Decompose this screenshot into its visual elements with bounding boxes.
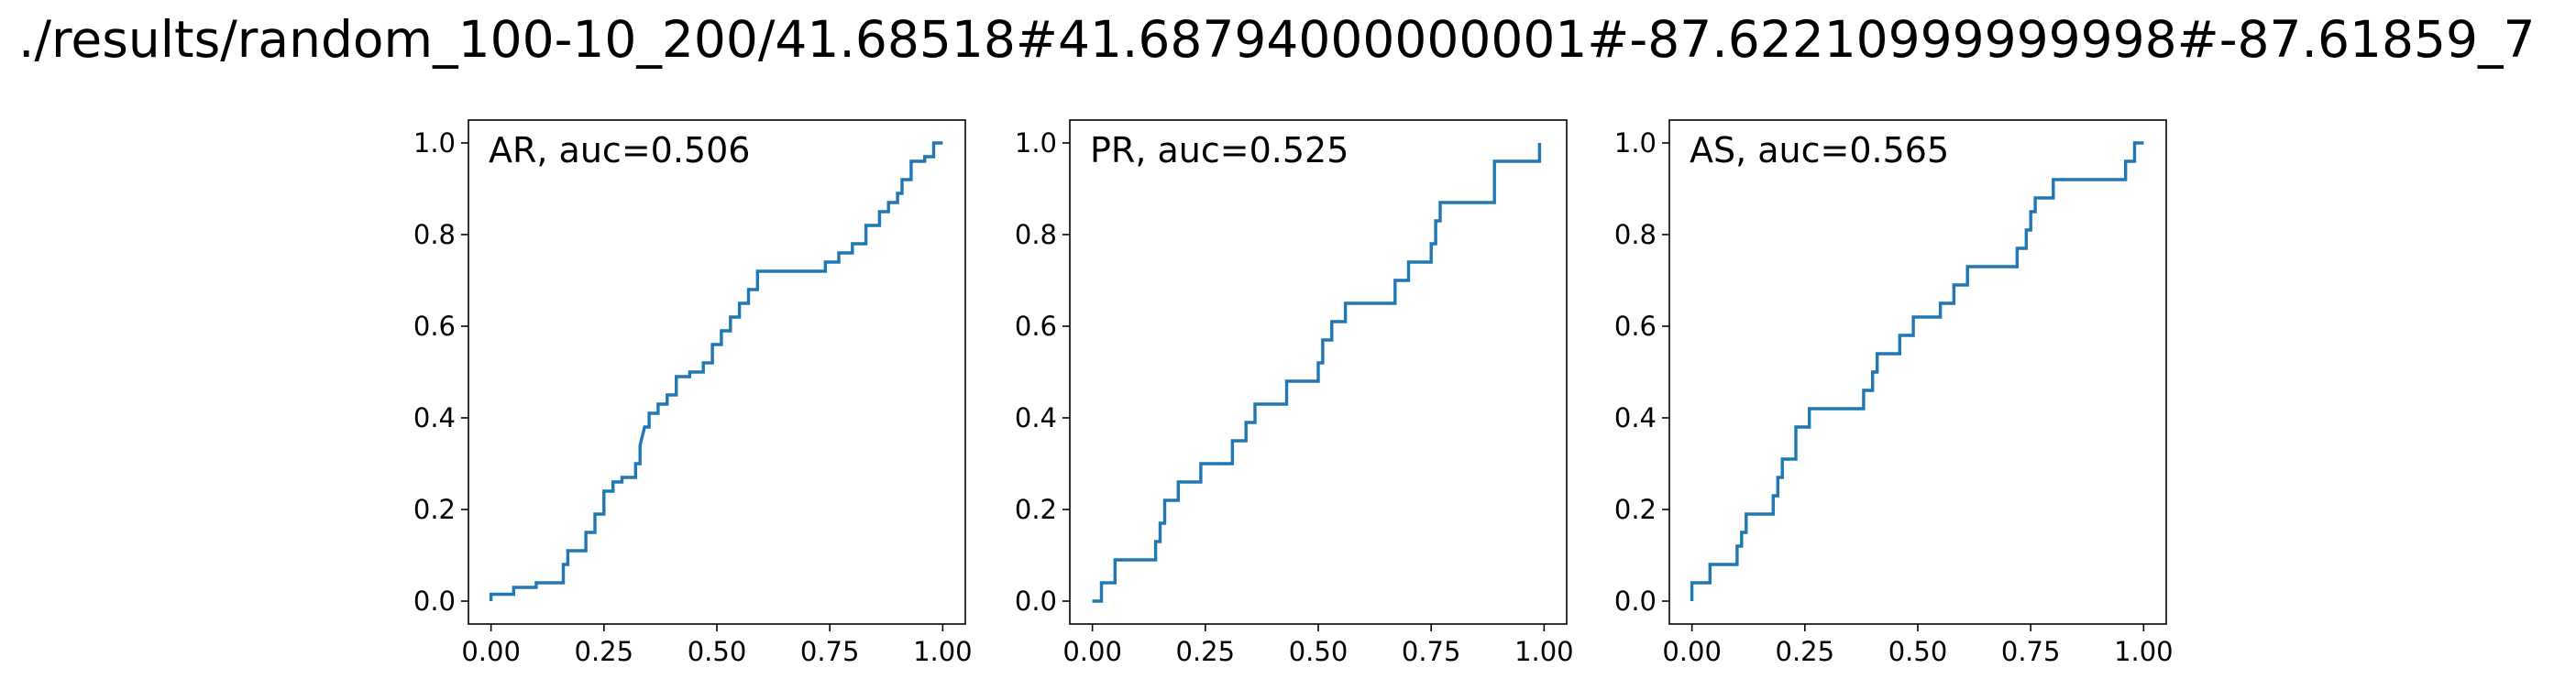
y-tick-label: 0.4 [1015,402,1057,433]
y-tick-label: 0.6 [1015,311,1057,342]
y-tick-label: 1.0 [413,127,456,159]
axes-frame [1069,119,1568,625]
x-tick-label: 0.50 [1289,636,1349,667]
y-tick-label: 0.8 [1614,219,1657,250]
y-tick-label: 0.0 [413,586,456,617]
x-tick-label: 0.75 [2001,636,2061,667]
subplot-title: AS, auc=0.565 [1690,130,1949,170]
x-tick-label: 0.75 [800,636,860,667]
x-tick-label: 1.00 [2114,636,2174,667]
y-tick-label: 0.0 [1614,586,1657,617]
y-tick-label: 0.8 [1015,219,1057,250]
roc-line [1690,141,2144,601]
x-tick-label: 0.25 [1176,636,1236,667]
roc-line [489,141,943,601]
figure-title: ./results/random_100-10_200/41.68518#41.… [18,10,2535,69]
x-tick-label: 0.50 [1888,636,1948,667]
axes-frame [468,119,966,625]
x-tick-label: 0.50 [688,636,747,667]
y-tick-label: 0.4 [1614,402,1657,433]
x-tick-label: 0.00 [461,636,521,667]
subplot: 0.00 0.25 0.50 0.75 1.00 0.0 0.2 0.4 0.6 0.8 1.0 AR… [413,119,973,667]
y-tick-label: 0.8 [413,219,456,250]
x-tick-label: 1.00 [1514,636,1574,667]
x-tick-label: 0.25 [1776,636,1835,667]
subplot: 0.00 0.25 0.50 0.75 1.00 0.0 0.2 0.4 0.6 0.8 1.0 PR… [1015,119,1574,667]
subplot-title: AR, auc=0.506 [489,130,750,170]
y-tick-label: 0.2 [413,494,456,525]
y-tick-label: 1.0 [1015,127,1057,159]
x-tick-label: 0.00 [1662,636,1722,667]
roc-line [1092,143,1542,603]
y-tick-label: 1.0 [1614,127,1657,159]
x-tick-label: 0.00 [1062,636,1122,667]
x-tick-label: 0.25 [575,636,634,667]
y-tick-label: 0.2 [1015,494,1057,525]
x-tick-label: 0.75 [1402,636,1461,667]
axes-frame [1668,119,2167,625]
y-tick-label: 0.2 [1614,494,1657,525]
x-tick-label: 1.00 [913,636,973,667]
subplot: 0.00 0.25 0.50 0.75 1.00 0.0 0.2 0.4 0.6 0.8 1.0 AS… [1614,119,2174,667]
y-tick-label: 0.6 [1614,311,1657,342]
y-tick-label: 0.0 [1015,586,1057,617]
subplot-title: PR, auc=0.525 [1090,130,1349,170]
y-tick-label: 0.4 [413,402,456,433]
y-tick-label: 0.6 [413,311,456,342]
